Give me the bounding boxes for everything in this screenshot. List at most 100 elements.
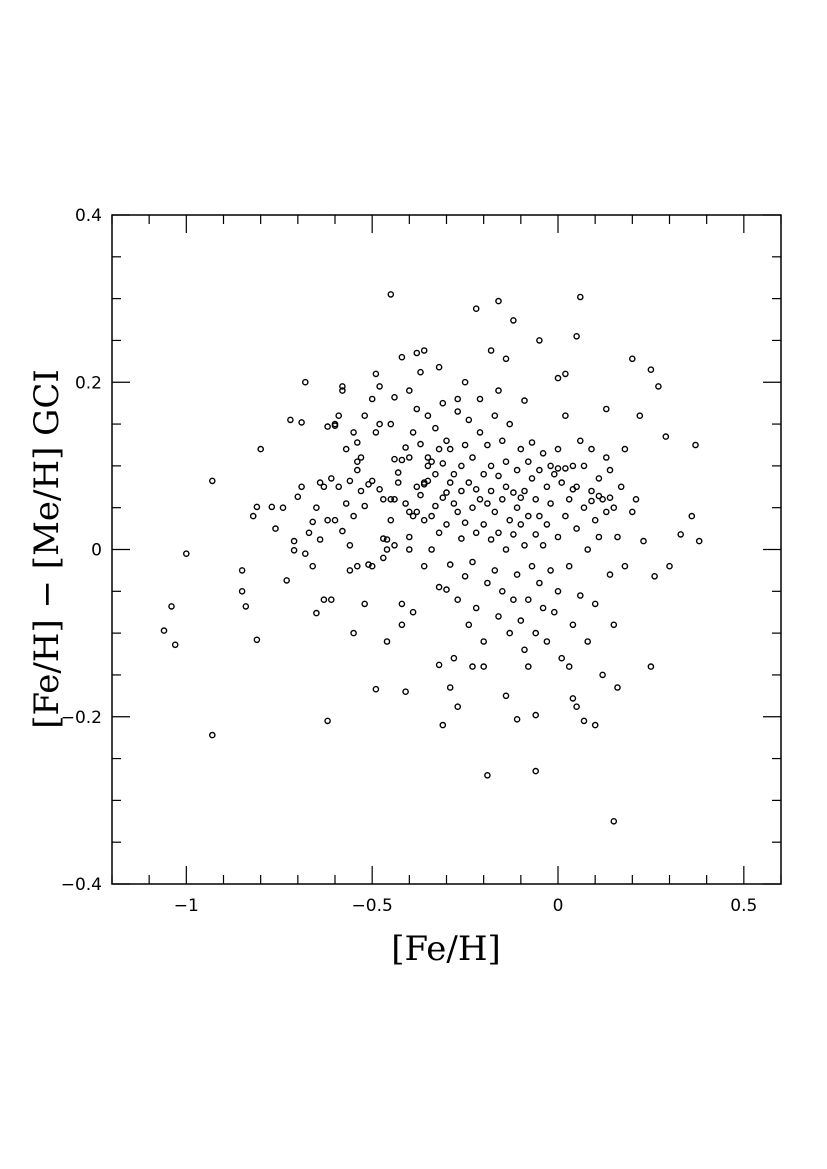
data-point <box>610 818 618 825</box>
data-point <box>439 494 447 502</box>
data-point <box>249 512 257 520</box>
data-point <box>591 600 599 608</box>
data-point <box>584 546 592 553</box>
data-point <box>398 600 406 608</box>
data-point <box>454 408 462 415</box>
data-point <box>339 383 346 390</box>
data-point <box>521 542 528 549</box>
data-point <box>342 445 350 453</box>
data-point <box>290 547 298 554</box>
data-point <box>610 621 618 629</box>
data-point <box>387 420 395 428</box>
data-point <box>695 537 703 545</box>
data-point <box>517 494 525 502</box>
data-point <box>450 654 458 662</box>
data-point <box>647 366 655 374</box>
data-point <box>588 487 595 495</box>
data-point <box>487 347 495 354</box>
data-point <box>361 600 369 608</box>
data-point <box>487 462 495 470</box>
data-point <box>469 663 476 670</box>
data-point <box>253 636 261 644</box>
data-point <box>387 516 395 524</box>
data-point <box>428 512 435 520</box>
major-ticks <box>112 214 781 885</box>
data-point <box>339 387 346 394</box>
data-point <box>420 479 428 486</box>
data-point <box>294 493 302 501</box>
data-point <box>480 663 488 670</box>
data-point <box>398 621 406 629</box>
data-point <box>391 542 398 549</box>
data-point <box>517 521 525 528</box>
data-point <box>536 579 543 587</box>
data-point <box>361 502 369 510</box>
data-point <box>372 370 380 378</box>
data-point <box>688 512 696 520</box>
data-point <box>539 604 547 612</box>
data-point <box>365 561 372 568</box>
data-point <box>536 466 543 474</box>
data-point <box>506 420 514 428</box>
data-point <box>272 525 279 532</box>
data-point <box>253 503 261 511</box>
data-point <box>502 546 510 553</box>
data-point <box>182 550 190 558</box>
data-point <box>242 603 250 610</box>
data-point <box>543 483 551 491</box>
data-point <box>357 454 365 461</box>
data-point <box>472 604 480 612</box>
data-point <box>435 529 443 537</box>
data-point <box>640 537 647 545</box>
data-point <box>458 462 465 470</box>
data-point <box>547 567 554 574</box>
data-point <box>368 562 376 570</box>
data-point <box>580 717 588 725</box>
data-point <box>554 445 562 453</box>
data-point <box>614 533 621 541</box>
data-point <box>595 475 603 482</box>
data-point <box>465 479 473 486</box>
data-point <box>498 437 506 445</box>
data-point <box>398 353 406 361</box>
data-point <box>405 387 413 394</box>
data-point <box>558 479 566 486</box>
data-point <box>484 579 491 587</box>
data-point <box>498 495 506 503</box>
data-point <box>636 412 644 420</box>
data-point <box>446 684 454 691</box>
data-point <box>379 535 387 542</box>
data-point <box>287 416 294 424</box>
data-point <box>543 638 551 645</box>
data-point <box>383 638 391 645</box>
data-point <box>365 480 372 488</box>
y-tick-label: −0.4 <box>61 875 102 895</box>
data-point <box>413 483 421 491</box>
data-point <box>495 529 502 537</box>
data-point <box>554 374 562 382</box>
data-point <box>617 483 625 491</box>
data-point <box>525 512 532 520</box>
data-point <box>439 721 447 729</box>
data-point <box>346 477 354 485</box>
data-point <box>480 638 488 645</box>
data-point <box>313 609 320 617</box>
y-tick-labels: 0.4 0.2 0 −0.2 −0.4 <box>61 206 102 895</box>
data-point <box>506 629 514 637</box>
data-point <box>394 469 402 476</box>
data-point <box>208 731 216 739</box>
data-point <box>160 627 168 634</box>
data-point <box>454 703 462 711</box>
data-point <box>532 531 540 538</box>
data-point <box>510 596 517 604</box>
data-point <box>472 529 480 537</box>
data-point <box>413 508 421 516</box>
data-point <box>279 504 287 512</box>
data-point <box>417 368 424 376</box>
data-point <box>506 516 514 524</box>
data-point <box>257 445 265 453</box>
data-point <box>428 546 435 553</box>
data-point <box>305 529 313 537</box>
data-point <box>525 596 532 604</box>
x-tick-label: 0 <box>553 896 564 916</box>
